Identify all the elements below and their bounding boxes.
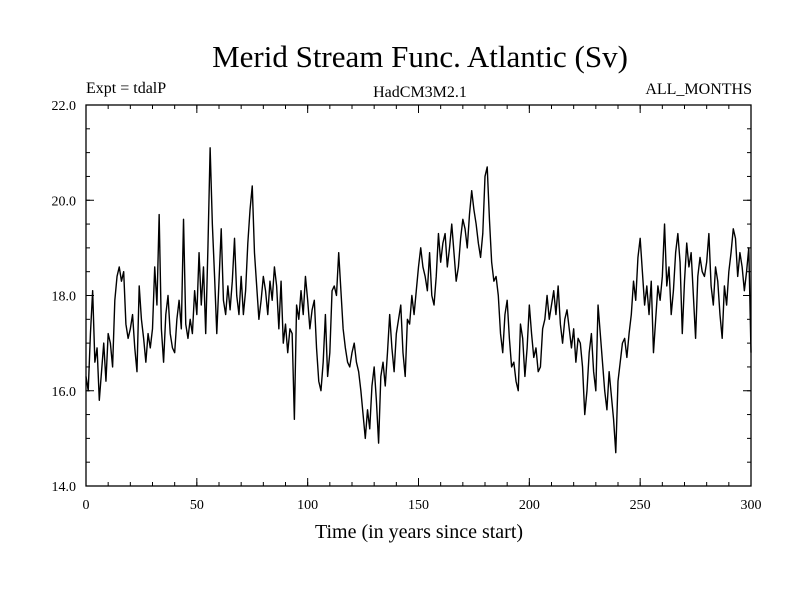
y-tick-label: 18.0 (52, 290, 77, 305)
chart-title: Merid Stream Func. Atlantic (Sv) (212, 39, 628, 74)
y-tick-label: 20.0 (52, 194, 77, 209)
x-tick-label: 200 (519, 498, 540, 513)
y-tick-label: 16.0 (52, 385, 77, 400)
plot-frame (85, 104, 752, 487)
x-tick-label: 0 (83, 498, 90, 513)
x-axis-label: Time (in years since start) (315, 521, 523, 543)
y-tick-label: 14.0 (52, 480, 77, 495)
tick-labels: 0 50 100 150 200 250 300 14.0 16.0 18.0 20.0 22.0 (52, 99, 762, 513)
months-label: ALL_MONTHS (645, 81, 752, 98)
model-label: HadCM3M2.1 (373, 84, 467, 101)
series-line (85, 147, 752, 454)
x-tick-label: 300 (741, 498, 762, 513)
y-tick-label: 22.0 (52, 99, 77, 114)
experiment-label: Expt = tdalP (86, 80, 166, 97)
x-tick-label: 250 (630, 498, 651, 513)
x-tick-label: 100 (297, 498, 318, 513)
x-tick-label: 50 (190, 498, 204, 513)
x-tick-label: 150 (408, 498, 429, 513)
